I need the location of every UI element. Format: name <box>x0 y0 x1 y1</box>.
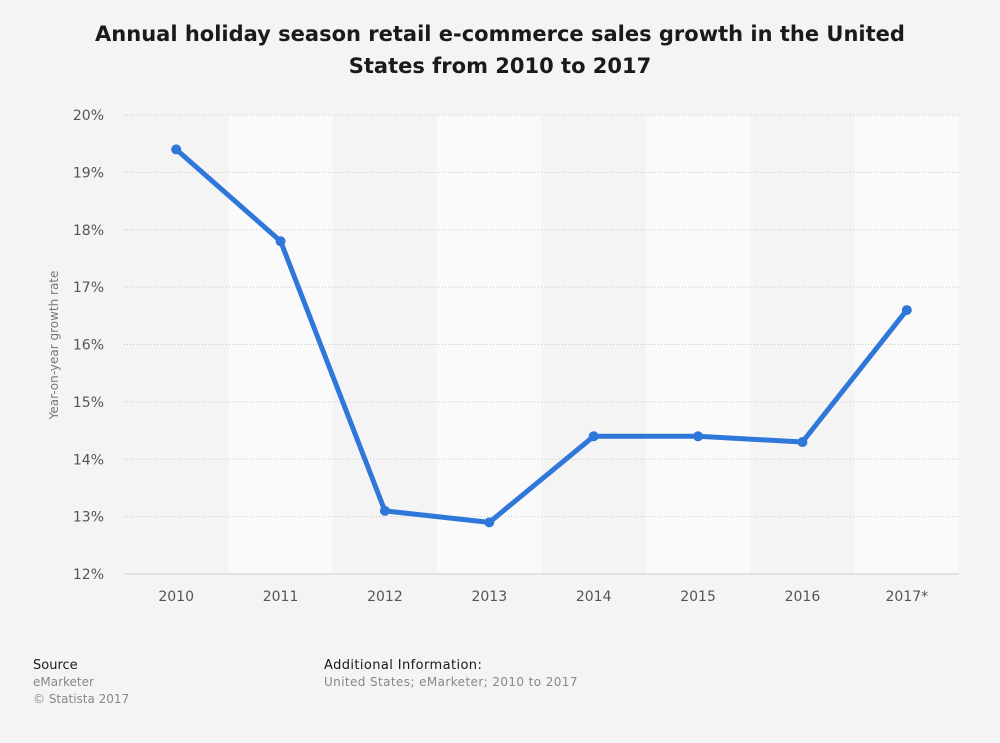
data-point[interactable] <box>693 431 704 442</box>
x-tick-label: 2015 <box>680 589 716 605</box>
y-tick-label: 17% <box>73 280 104 296</box>
source-name[interactable]: eMarketer <box>33 675 94 689</box>
y-tick-label: 20% <box>73 108 104 124</box>
source-heading: Source <box>33 658 78 673</box>
x-tick-label: 2011 <box>263 589 299 605</box>
x-tick-label: 2010 <box>158 589 194 605</box>
y-tick-label: 16% <box>73 338 104 354</box>
copyright-text: © Statista 2017 <box>33 692 130 706</box>
column-band <box>437 115 542 574</box>
series-line <box>173 146 910 525</box>
column-bands <box>124 115 959 574</box>
gridlines <box>124 114 959 575</box>
chart-title: Annual holiday season retail e-commerce … <box>95 22 905 78</box>
x-tick-label: 2013 <box>471 589 507 605</box>
x-tick-label: 2012 <box>367 589 403 605</box>
y-tick-label: 19% <box>73 165 104 181</box>
column-band <box>854 115 959 574</box>
y-axis-ticks: 12% 13% 14% 15% 16% 17% 18% 19% 20% <box>73 108 104 583</box>
data-point[interactable] <box>588 431 599 442</box>
y-tick-label: 18% <box>73 223 104 239</box>
column-band <box>332 115 438 574</box>
data-point[interactable] <box>171 144 182 155</box>
data-point[interactable] <box>797 437 808 448</box>
additional-info-heading: Additional Information: <box>324 658 483 673</box>
x-axis-ticks: 2010 2011 2012 2013 2014 2015 2016 2017* <box>158 589 928 605</box>
data-point[interactable] <box>901 305 912 316</box>
data-point[interactable] <box>379 505 390 516</box>
series-layer <box>171 144 912 528</box>
x-tick-label: 2016 <box>785 589 821 605</box>
y-tick-label: 14% <box>73 452 104 468</box>
data-point[interactable] <box>275 236 286 247</box>
column-band <box>541 115 646 574</box>
additional-info-block: Additional Information: United States; e… <box>324 657 578 691</box>
data-point[interactable] <box>484 517 495 528</box>
column-band <box>124 115 229 574</box>
y-tick-label: 12% <box>73 567 104 583</box>
y-axis-label: Year-on-year growth rate <box>47 271 61 421</box>
y-tick-label: 15% <box>73 395 104 411</box>
source-block: Source eMarketer © Statista 2017 <box>33 657 129 708</box>
additional-info-text: United States; eMarketer; 2010 to 2017 <box>324 675 578 689</box>
x-tick-label: 2014 <box>576 589 612 605</box>
x-tick-label: 2017* <box>885 589 928 605</box>
y-tick-label: 13% <box>73 510 104 526</box>
column-band <box>645 115 751 574</box>
